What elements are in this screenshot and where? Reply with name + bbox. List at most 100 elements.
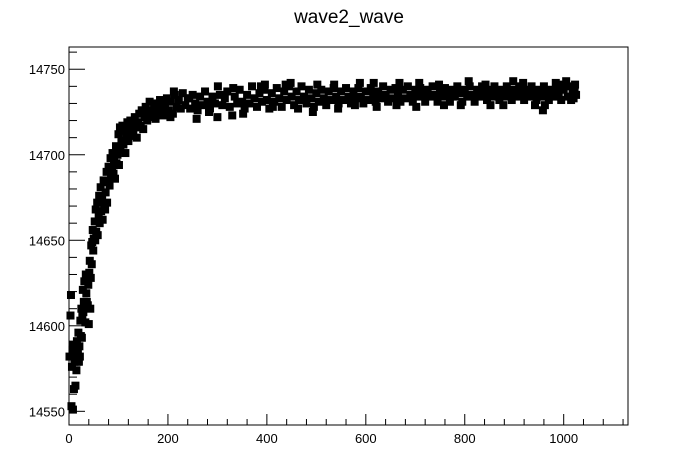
data-point: [386, 85, 395, 94]
data-point: [178, 89, 187, 98]
data-point: [122, 130, 131, 139]
data-point: [248, 82, 257, 91]
data-point: [114, 130, 123, 139]
data-point: [483, 96, 492, 105]
data-point: [308, 107, 317, 116]
data-point: [105, 181, 114, 190]
data-point: [392, 101, 401, 110]
data-point: [443, 90, 452, 99]
data-point: [113, 150, 122, 159]
x-tick-label: 0: [65, 431, 72, 446]
data-point: [101, 188, 110, 197]
data-point: [186, 104, 195, 113]
data-point: [527, 82, 536, 91]
data-point: [250, 94, 259, 103]
data-point: [571, 80, 580, 89]
data-point: [72, 337, 81, 346]
data-point: [91, 236, 100, 245]
data-point: [492, 89, 501, 98]
data-point: [322, 101, 331, 110]
data-point: [204, 107, 213, 116]
data-point: [73, 347, 82, 356]
data-point: [245, 99, 254, 108]
data-point: [121, 149, 130, 158]
data-point: [282, 96, 291, 105]
data-point: [272, 84, 281, 93]
data-point: [144, 107, 153, 116]
data-point: [408, 97, 417, 106]
data-point: [439, 101, 448, 110]
data-point: [191, 99, 200, 108]
data-point: [558, 80, 567, 89]
data-point: [74, 357, 83, 366]
data-point: [401, 94, 410, 103]
data-point: [486, 101, 495, 110]
data-point: [275, 94, 284, 103]
data-point: [381, 90, 390, 99]
data-point: [537, 92, 546, 101]
data-point: [75, 342, 84, 351]
data-point: [77, 333, 86, 342]
data-point: [519, 78, 528, 87]
data-point: [114, 161, 123, 170]
data-point: [233, 99, 242, 108]
data-point: [203, 97, 212, 106]
data-point: [351, 94, 360, 103]
data-point: [84, 320, 93, 329]
data-point: [131, 123, 140, 132]
data-point: [90, 217, 99, 226]
data-point: [295, 96, 304, 105]
data-point: [435, 80, 444, 89]
data-point: [371, 97, 380, 106]
data-point: [473, 85, 482, 94]
data-point: [426, 92, 435, 101]
data-point: [228, 111, 237, 120]
data-point: [530, 101, 539, 110]
data-point: [255, 89, 264, 98]
data-point: [299, 92, 308, 101]
data-point: [544, 96, 553, 105]
data-point: [109, 169, 118, 178]
data-point: [456, 101, 465, 110]
x-tick-label: 200: [157, 431, 179, 446]
data-point: [154, 109, 163, 118]
data-point: [505, 89, 514, 98]
data-point: [99, 176, 108, 185]
data-point: [532, 96, 541, 105]
x-tick-label: 800: [454, 431, 476, 446]
data-point: [339, 96, 348, 105]
data-point: [317, 85, 326, 94]
data-point: [93, 231, 102, 240]
data-point: [490, 82, 499, 91]
data-point: [98, 195, 107, 204]
data-point: [292, 87, 301, 96]
data-point: [487, 92, 496, 101]
y-tick-label: 14550: [29, 404, 65, 419]
data-point: [337, 87, 346, 96]
data-point: [201, 87, 210, 96]
data-point: [510, 85, 519, 94]
data-point: [376, 94, 385, 103]
axes: 0 200 400 600 800 1000 14550 14600 14650 14700 147…: [29, 51, 624, 446]
data-point: [440, 84, 449, 93]
data-point: [565, 82, 574, 91]
data-point: [277, 102, 286, 111]
data-point: [181, 101, 190, 110]
data-point: [98, 215, 107, 224]
data-point: [82, 289, 91, 298]
data-point: [557, 96, 566, 105]
data-point: [220, 94, 229, 103]
data-point: [356, 92, 365, 101]
data-point: [238, 97, 247, 106]
data-point: [334, 99, 343, 108]
data-point: [198, 101, 207, 110]
data-points: [65, 77, 581, 414]
data-point: [403, 82, 412, 91]
data-point: [468, 90, 477, 99]
data-point: [359, 99, 368, 108]
data-point: [101, 205, 110, 214]
data-point: [475, 92, 484, 101]
data-point: [96, 183, 105, 192]
data-point: [215, 90, 224, 99]
data-point: [262, 96, 271, 105]
